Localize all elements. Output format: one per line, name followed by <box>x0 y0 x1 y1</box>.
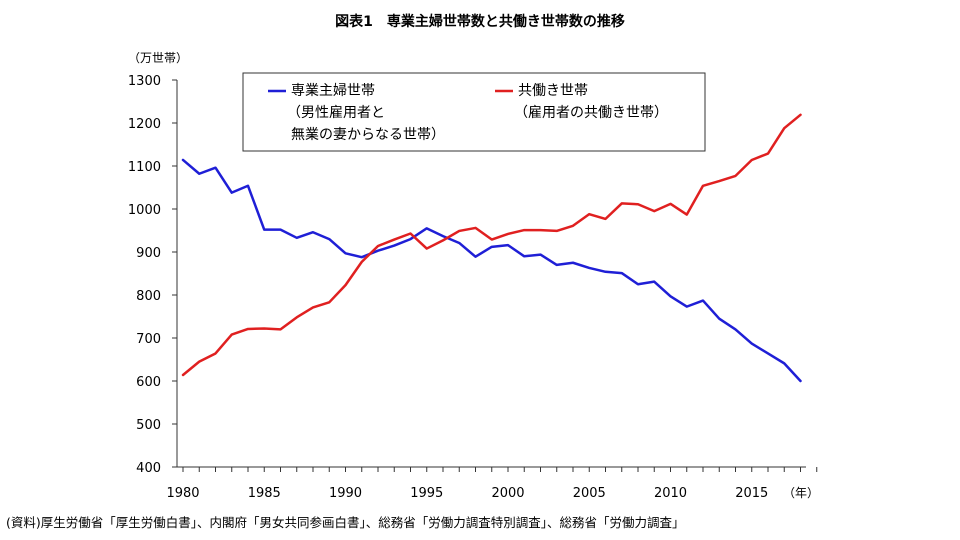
y-tick-label: 1100 <box>128 160 161 175</box>
y-tick-label: 1200 <box>128 117 161 132</box>
series-line-housewife <box>181 158 802 383</box>
legend: 専業主婦世帯 （男性雇用者と 無業の妻からなる世帯） 共働き世帯 （雇用者の共働… <box>242 72 706 152</box>
y-tick-label: 700 <box>136 332 161 347</box>
legend-label-dualincome: 共働き世帯 <box>518 83 588 99</box>
series-layer <box>181 113 802 383</box>
y-axis-unit: （万世帯） <box>128 51 188 65</box>
y-tick-label: 400 <box>136 461 161 476</box>
x-axis-unit: （年） <box>783 486 819 500</box>
y-tick-label: 900 <box>136 246 161 261</box>
legend-box <box>242 72 706 152</box>
x-tick-label: 2000 <box>491 486 524 501</box>
y-tick-label: 1300 <box>128 74 161 89</box>
legend-label-housewife: 専業主婦世帯 <box>291 82 375 99</box>
y-tick-label: 800 <box>136 289 161 304</box>
x-tick-label: 1980 <box>166 486 199 501</box>
axes: 400 500 600 700 800 900 1000 1100 1200 1300 1980 19… <box>128 74 818 501</box>
chart-title: 図表1 専業主婦世帯数と共働き世帯数の推移 <box>335 13 625 30</box>
legend-note-housewife-2: 無業の妻からなる世帯） <box>291 127 445 143</box>
y-tick-label: 600 <box>136 375 161 390</box>
series-line-dualincome <box>181 113 802 377</box>
y-tick-label: 1000 <box>128 203 161 218</box>
x-tick-label: 1995 <box>410 486 443 501</box>
y-tick-label: 500 <box>136 418 161 433</box>
x-tick-label: 1990 <box>329 486 362 501</box>
source-note: (資料)厚生労働省「厚生労働白書」、内閣府「男女共同参画白書」、総務省「労働力調… <box>6 515 685 530</box>
legend-note-dualincome: （雇用者の共働き世帯） <box>514 104 668 121</box>
x-tick-label: 2005 <box>573 486 606 501</box>
legend-note-housewife-1: （男性雇用者と <box>287 104 385 121</box>
x-tick-label: 2015 <box>735 486 768 501</box>
x-tick-label: 1985 <box>248 486 281 501</box>
x-tick-label: 2010 <box>654 486 687 501</box>
